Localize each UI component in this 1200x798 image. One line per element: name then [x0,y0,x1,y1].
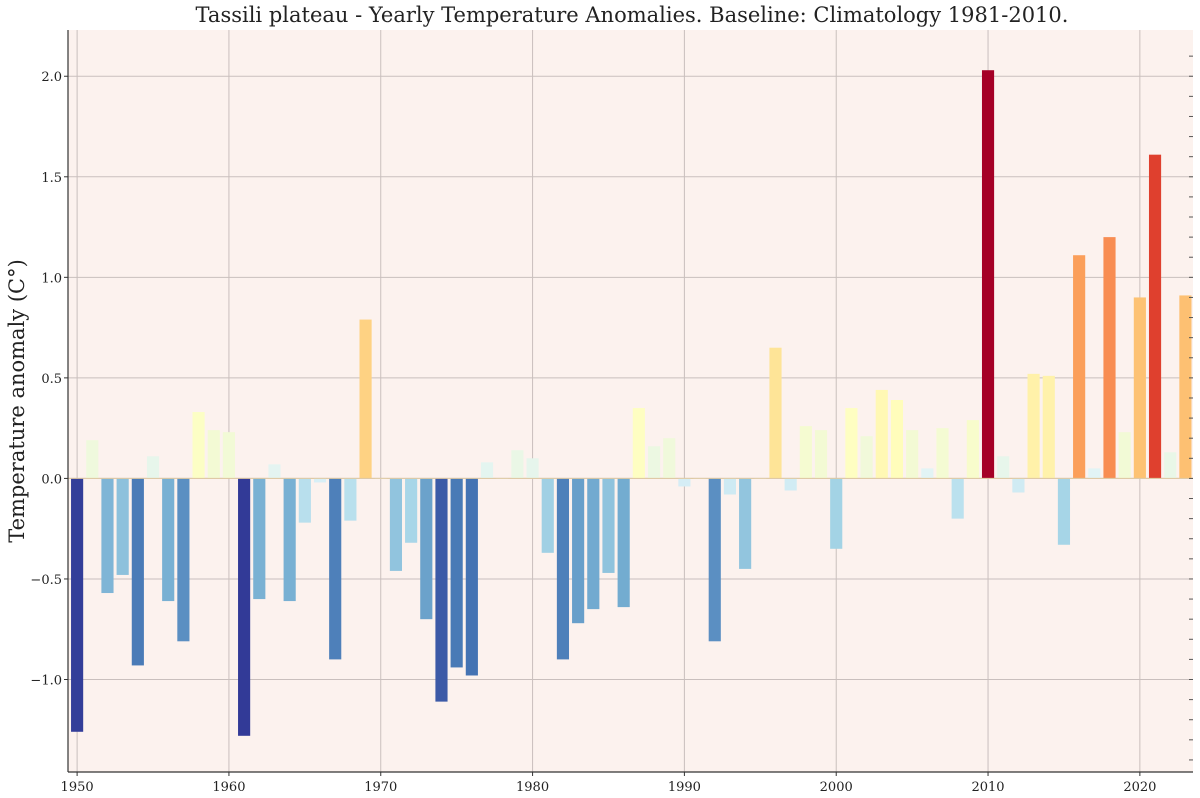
bar-2002 [860,436,873,479]
bar-1980 [526,458,539,479]
bar-1972 [405,478,418,543]
bar-2004 [890,399,904,479]
bar-1950 [71,478,84,732]
bar-1971 [389,478,403,571]
y-tick-label: 0.0 [41,472,62,487]
bar-1984 [587,478,600,610]
bar-1986 [617,478,630,608]
bar-1954 [131,478,144,666]
bar-2016 [1073,255,1086,479]
bar-1965 [298,478,311,523]
bar-1989 [663,438,676,479]
bar-1975 [450,478,463,668]
bar-2023 [1179,295,1192,479]
bar-1967 [329,478,342,660]
bars [68,70,1193,736]
y-tick-label: −1.0 [30,674,62,689]
bar-2009 [966,420,979,479]
bar-1976 [465,478,478,676]
x-tick-label: 1990 [668,780,701,795]
y-tick-label: 2.0 [41,70,62,85]
x-tick-label: 2000 [820,780,853,795]
bar-2022 [1164,452,1177,479]
bar-2005 [906,430,919,479]
bar-1992 [708,478,721,642]
bar-2010 [981,70,995,479]
x-tick-label: 2020 [1123,780,1156,795]
bar-1960 [222,432,236,479]
bar-1977 [480,462,494,479]
y-tick-label: −0.5 [30,573,62,588]
bar-1973 [420,478,433,620]
bar-1956 [162,478,175,602]
x-tick-labels: 1950 1960 1970 1980 1990 2000 2010 2020 [61,772,1156,795]
bar-2007 [936,428,949,479]
bar-2021 [1148,154,1162,479]
bar-2003 [875,389,888,479]
bar-2017 [1088,468,1101,479]
x-tick-label: 1970 [364,780,397,795]
bar-2012 [1012,478,1025,493]
bar-2000 [830,478,843,549]
bar-2019 [1118,432,1131,479]
bar-1981 [541,478,554,553]
x-tick-label: 1960 [212,780,245,795]
bar-2020 [1133,297,1146,479]
bar-1953 [116,478,129,575]
chart-title: Tassili plateau - Yearly Temperature Ano… [196,3,1069,27]
bar-2006 [921,468,934,479]
bar-1968 [344,478,357,521]
bar-1983 [572,478,585,624]
bar-1982 [556,478,570,660]
bar-2018 [1103,237,1116,479]
bar-1994 [739,478,752,569]
bar-1966 [313,478,327,483]
bar-1969 [359,319,372,479]
bar-1951 [86,440,99,479]
bar-2008 [951,478,964,519]
bar-2013 [1027,373,1040,479]
axes [67,30,1193,773]
bar-2011 [997,456,1010,479]
y-tick-label: 0.5 [41,372,62,387]
bar-1993 [723,478,737,495]
bar-1974 [435,478,448,702]
bar-1952 [101,478,114,594]
bar-2014 [1042,375,1055,479]
bar-2015 [1057,478,1071,545]
bar-1962 [253,478,266,600]
x-tick-label: 1950 [61,780,94,795]
plot-area [68,30,1193,772]
bar-2001 [845,408,858,479]
bar-1987 [632,408,645,479]
bar-1959 [207,430,220,479]
bar-1990 [678,478,691,487]
x-tick-label: 2010 [971,780,1004,795]
x-tick-label: 1980 [516,780,549,795]
bar-1997 [784,478,797,491]
bar-1957 [177,478,190,642]
bar-1964 [283,478,296,602]
bar-1958 [192,412,205,479]
bar-1999 [814,430,828,479]
bar-1961 [238,478,251,736]
y-tick-label: 1.5 [41,171,62,186]
bar-1963 [268,464,281,479]
y-tick-label: 1.0 [41,271,62,286]
y-tick-labels: −1.0 −0.5 0.0 0.5 1.0 1.5 2.0 [30,70,68,689]
bar-1979 [511,450,524,479]
bar-1985 [602,478,615,573]
bar-1955 [146,456,160,479]
bar-1998 [799,426,812,479]
bar-1996 [769,347,782,479]
y-axis-label: Temperature anomaly (C°) [5,259,29,543]
bar-1988 [647,446,661,479]
